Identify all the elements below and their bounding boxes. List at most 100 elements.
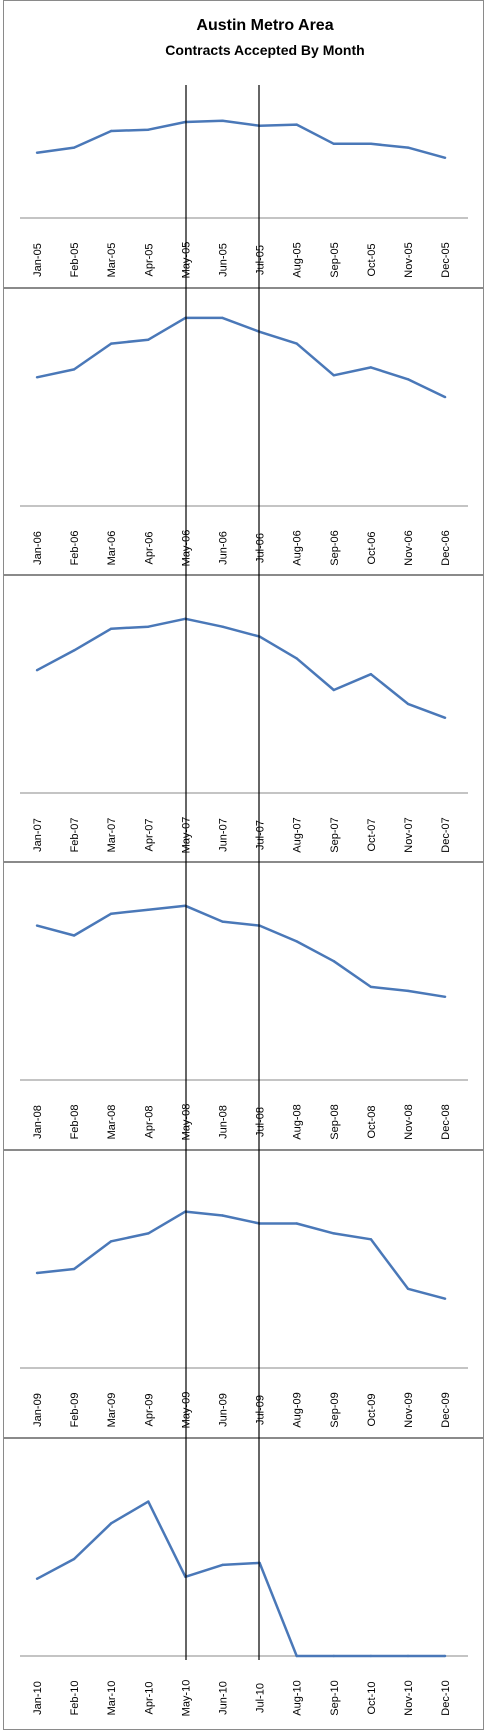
data-point: [332, 1232, 335, 1235]
tick-label: Feb-05: [69, 243, 81, 278]
data-point: [295, 342, 298, 345]
tick-label: Jul-09: [255, 1395, 267, 1425]
tick-label: Jan-09: [32, 1393, 44, 1427]
data-point: [406, 146, 410, 149]
tick-label: Sep-10: [329, 1680, 341, 1715]
tick-label: Jul-10: [255, 1683, 267, 1713]
panel-2008: Jan-08Feb-08Mar-08Apr-08May-08Jun-08Jul-…: [3, 862, 484, 1150]
data-point: [147, 1500, 150, 1503]
panel-frame: [3, 575, 484, 862]
tick-label: Jun-08: [218, 1105, 230, 1139]
tick-label: Feb-08: [69, 1105, 81, 1140]
data-point: [72, 1557, 76, 1561]
data-point: [332, 142, 335, 145]
tick-label: Apr-08: [143, 1105, 155, 1138]
data-point: [110, 627, 113, 630]
tick-label: Jul-05: [255, 245, 267, 275]
series-line-2010: [36, 1500, 446, 1658]
data-point: [221, 119, 224, 122]
tick-label: Apr-05: [143, 243, 155, 276]
data-point: [147, 625, 150, 628]
data-point: [72, 146, 76, 149]
data-point: [110, 129, 113, 133]
data-point: [406, 989, 410, 993]
data-point: [147, 128, 150, 131]
data-point: [369, 1238, 373, 1241]
marker-lines: [185, 85, 260, 1660]
data-point: [221, 625, 224, 628]
tick-label: Jul-07: [255, 820, 267, 850]
data-point: [295, 940, 298, 943]
data-point: [221, 1563, 224, 1567]
tick-label: Oct-10: [366, 1681, 378, 1714]
tick-label: Jan-05: [32, 243, 44, 277]
panel-frame: [3, 862, 484, 1150]
tick-label: Dec-10: [440, 1680, 452, 1715]
data-point: [35, 376, 39, 379]
tick-label: Oct-06: [366, 531, 378, 564]
data-point: [110, 912, 113, 915]
tick-label: Jan-08: [32, 1105, 44, 1139]
tick-label: Dec-07: [440, 817, 452, 852]
tick-label: Sep-06: [329, 530, 341, 565]
tick-label: Mar-09: [106, 1393, 118, 1428]
tick-label: Oct-09: [366, 1393, 378, 1426]
data-point: [406, 1287, 410, 1291]
data-point: [110, 1240, 113, 1243]
tick-label: Jan-06: [32, 531, 44, 565]
data-point: [332, 374, 335, 377]
tick-label: May-10: [180, 1680, 192, 1717]
series-line-2008: [36, 904, 446, 999]
data-point: [35, 1577, 39, 1581]
data-point: [72, 1267, 76, 1271]
data-point: [443, 1654, 447, 1658]
panel-frame: [3, 288, 484, 575]
panel-2010: Jan-10 Feb-10 Mar-10 Apr-10 May-10 Jun-10 Jul-…: [3, 1438, 484, 1730]
data-point: [147, 908, 150, 911]
data-point: [35, 1271, 39, 1275]
data-point: [295, 1654, 298, 1658]
tick-label: Apr-09: [143, 1393, 155, 1426]
tick-label: Jul-08: [255, 1107, 267, 1137]
panel-frame: [3, 1150, 484, 1438]
tick-label: Mar-08: [106, 1105, 118, 1140]
tick-label: Nov-09: [403, 1392, 415, 1427]
data-point: [369, 985, 373, 989]
tick-label: Aug-07: [292, 817, 304, 852]
data-point: [147, 338, 150, 341]
tick-label: Nov-07: [403, 817, 415, 852]
chart-title: Austin Metro Area: [196, 17, 333, 34]
tick-label: Oct-08: [366, 1105, 378, 1138]
data-point: [369, 366, 373, 369]
data-point: [35, 924, 39, 927]
tick-label: Jun-07: [218, 818, 230, 852]
tick-label: Aug-10: [292, 1680, 304, 1715]
tick-label: Jul-06: [255, 533, 267, 563]
tick-label: Feb-07: [69, 818, 81, 853]
data-point: [443, 716, 447, 719]
tick-label: Sep-07: [329, 817, 341, 852]
tick-label: Nov-08: [403, 1104, 415, 1139]
data-point: [295, 1222, 298, 1225]
data-point: [443, 995, 447, 998]
series-line-2009: [36, 1210, 446, 1300]
data-point: [369, 1654, 373, 1658]
tick-label: Dec-06: [440, 530, 452, 565]
data-point: [332, 960, 335, 963]
tick-label: Oct-05: [366, 243, 378, 276]
data-point: [406, 702, 410, 706]
tick-label: Jun-09: [218, 1393, 230, 1427]
tick-label: Apr-06: [143, 531, 155, 564]
panel-2006: Jan-06Feb-06Mar-06Apr-06May-06Jun-06Jul-…: [3, 288, 484, 575]
panel-2009: Jan-09Feb-09Mar-09Apr-09May-09Jun-09Jul-…: [3, 1150, 484, 1438]
data-point: [443, 1297, 447, 1300]
tick-label: Aug-05: [292, 242, 304, 277]
data-point: [332, 1654, 335, 1658]
series-line-2007: [36, 617, 446, 719]
tick-label: Feb-06: [69, 531, 81, 566]
panel-2007: Jan-07Feb-07Mar-07Apr-07May-07Jun-07Jul-…: [3, 575, 484, 862]
tick-label: Dec-05: [440, 242, 452, 277]
data-point: [221, 316, 224, 320]
series-line-2005: [36, 119, 446, 160]
